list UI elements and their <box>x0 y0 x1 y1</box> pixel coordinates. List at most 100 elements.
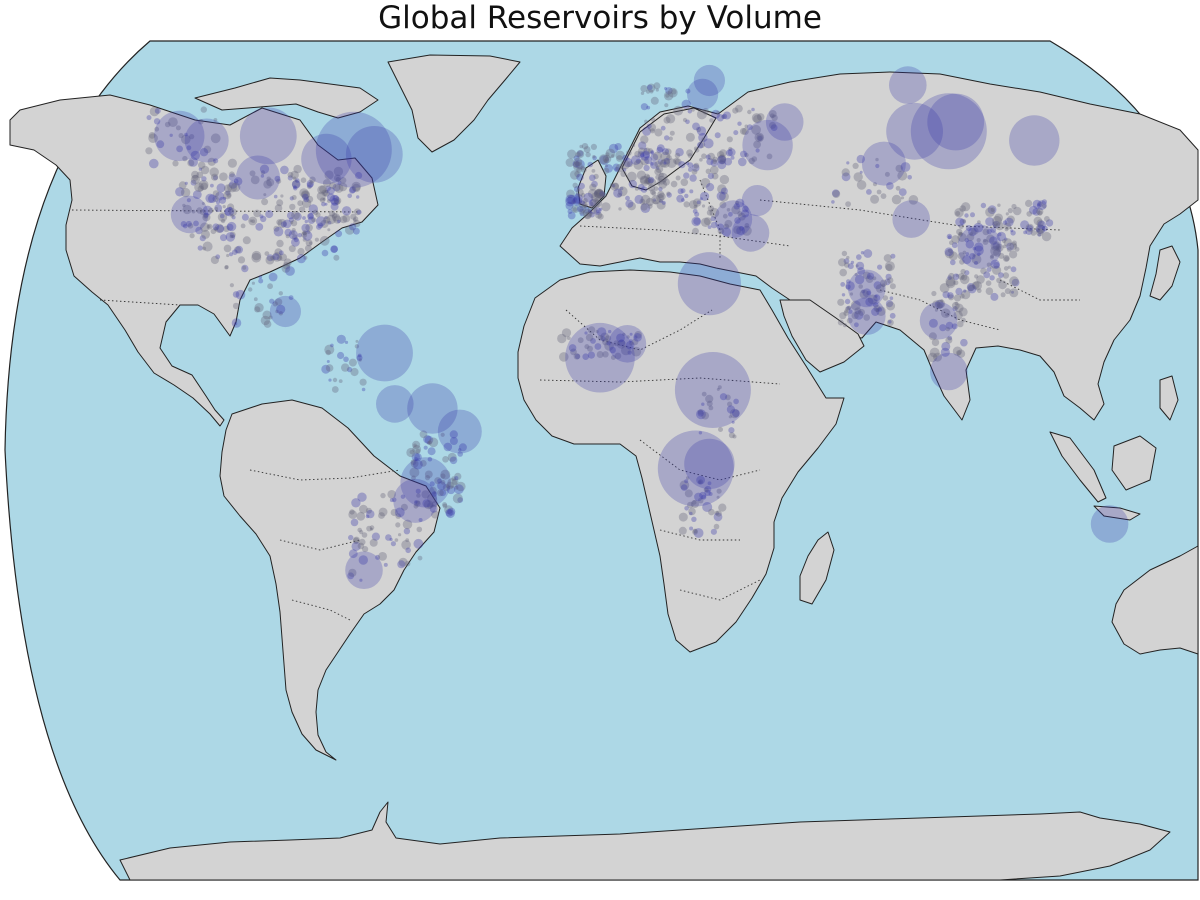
small-reservoir-dot <box>240 223 246 229</box>
small-reservoir-dot <box>572 207 578 212</box>
small-reservoir-dot <box>660 125 666 131</box>
small-reservoir-dot <box>886 301 896 311</box>
small-reservoir-dot <box>701 204 706 208</box>
small-reservoir-dot <box>198 118 204 125</box>
small-reservoir-dot <box>326 214 337 225</box>
reservoir-marker-28 <box>957 224 1002 269</box>
small-reservoir-dot <box>590 338 596 344</box>
small-reservoir-dot <box>693 217 701 225</box>
small-reservoir-dot <box>413 443 417 448</box>
small-reservoir-dot <box>972 246 976 251</box>
small-reservoir-dot <box>731 205 741 215</box>
small-reservoir-dot <box>291 237 300 247</box>
small-reservoir-dot <box>961 317 966 323</box>
small-reservoir-dot <box>669 130 675 136</box>
small-reservoir-dot <box>356 511 366 521</box>
small-reservoir-dot <box>274 204 283 212</box>
small-reservoir-dot <box>639 198 646 205</box>
small-reservoir-dot <box>974 242 984 252</box>
small-reservoir-dot <box>304 244 312 252</box>
small-reservoir-dot <box>608 143 619 154</box>
small-reservoir-dot <box>644 173 650 180</box>
small-reservoir-dot <box>642 126 652 136</box>
small-reservoir-dot <box>232 291 240 298</box>
small-reservoir-dot <box>846 279 851 284</box>
small-reservoir-dot <box>198 161 206 169</box>
small-reservoir-dot <box>993 248 1002 257</box>
small-reservoir-dot <box>390 508 398 517</box>
small-reservoir-dot <box>184 132 188 137</box>
small-reservoir-dot <box>1041 199 1047 205</box>
small-reservoir-dot <box>973 245 984 256</box>
small-reservoir-dot <box>689 189 694 194</box>
small-reservoir-dot <box>228 208 237 217</box>
small-reservoir-dot <box>186 145 192 151</box>
small-reservoir-dot <box>351 498 361 508</box>
small-reservoir-dot <box>990 246 1000 256</box>
small-reservoir-dot <box>178 181 187 190</box>
small-reservoir-dot <box>266 176 271 181</box>
small-reservoir-dot <box>719 158 726 165</box>
small-reservoir-dot <box>226 193 232 198</box>
small-reservoir-dot <box>992 242 1000 250</box>
small-reservoir-dot <box>884 261 895 272</box>
small-reservoir-dot <box>727 401 733 407</box>
small-reservoir-dot <box>692 500 697 505</box>
small-reservoir-dot <box>557 333 567 344</box>
small-reservoir-dot <box>705 394 714 403</box>
reservoir-marker-35 <box>765 103 804 141</box>
small-reservoir-dot <box>251 281 255 285</box>
small-reservoir-dot <box>959 293 965 299</box>
small-reservoir-dot <box>660 158 670 168</box>
small-reservoir-dot <box>655 174 661 180</box>
small-reservoir-dot <box>646 123 652 129</box>
small-reservoir-dot <box>856 154 865 164</box>
small-reservoir-dot <box>956 350 962 356</box>
small-reservoir-dot <box>197 185 204 192</box>
small-reservoir-dot <box>182 204 192 215</box>
small-reservoir-dot <box>149 106 160 117</box>
small-reservoir-dot <box>727 148 736 157</box>
small-reservoir-dot <box>263 180 272 189</box>
small-reservoir-dot <box>1002 254 1010 262</box>
small-reservoir-dot <box>932 300 941 309</box>
small-reservoir-dot <box>928 318 938 328</box>
small-reservoir-dot <box>578 208 585 215</box>
small-reservoir-dot <box>413 538 424 549</box>
small-reservoir-dot <box>620 159 630 170</box>
small-reservoir-dot <box>660 151 671 162</box>
small-reservoir-dot <box>650 96 659 105</box>
small-reservoir-dot <box>852 162 859 169</box>
small-reservoir-dot <box>666 191 671 196</box>
small-reservoir-dot <box>946 233 953 240</box>
small-reservoir-dot <box>570 348 577 356</box>
small-reservoir-dot <box>675 148 684 157</box>
small-reservoir-dot <box>671 89 677 95</box>
small-reservoir-dot <box>716 110 720 115</box>
small-reservoir-dot <box>199 148 209 157</box>
small-reservoir-dot <box>330 202 339 211</box>
small-reservoir-dot <box>638 141 647 150</box>
small-reservoir-dot <box>728 211 733 217</box>
small-reservoir-dot <box>573 197 581 205</box>
small-reservoir-dot <box>718 503 727 512</box>
small-reservoir-dot <box>882 295 889 301</box>
small-reservoir-dot <box>327 186 335 195</box>
japan-landmass <box>1149 245 1181 301</box>
small-reservoir-dot <box>291 195 297 200</box>
small-reservoir-dot <box>1012 206 1022 216</box>
small-reservoir-dot <box>261 198 269 206</box>
small-reservoir-dot <box>251 250 262 261</box>
small-reservoir-dot <box>1036 228 1044 237</box>
small-reservoir-dot <box>603 167 610 174</box>
small-reservoir-dot <box>329 194 340 205</box>
small-reservoir-dot <box>302 193 309 201</box>
reservoir-marker-22 <box>927 93 985 151</box>
small-reservoir-dot <box>241 264 249 273</box>
small-reservoir-dot <box>954 208 964 218</box>
small-reservoir-dot <box>977 220 981 225</box>
land-masses <box>9 54 1199 881</box>
small-reservoir-dot <box>596 327 607 337</box>
small-reservoir-dot <box>582 201 588 208</box>
small-reservoir-dot <box>300 177 307 183</box>
